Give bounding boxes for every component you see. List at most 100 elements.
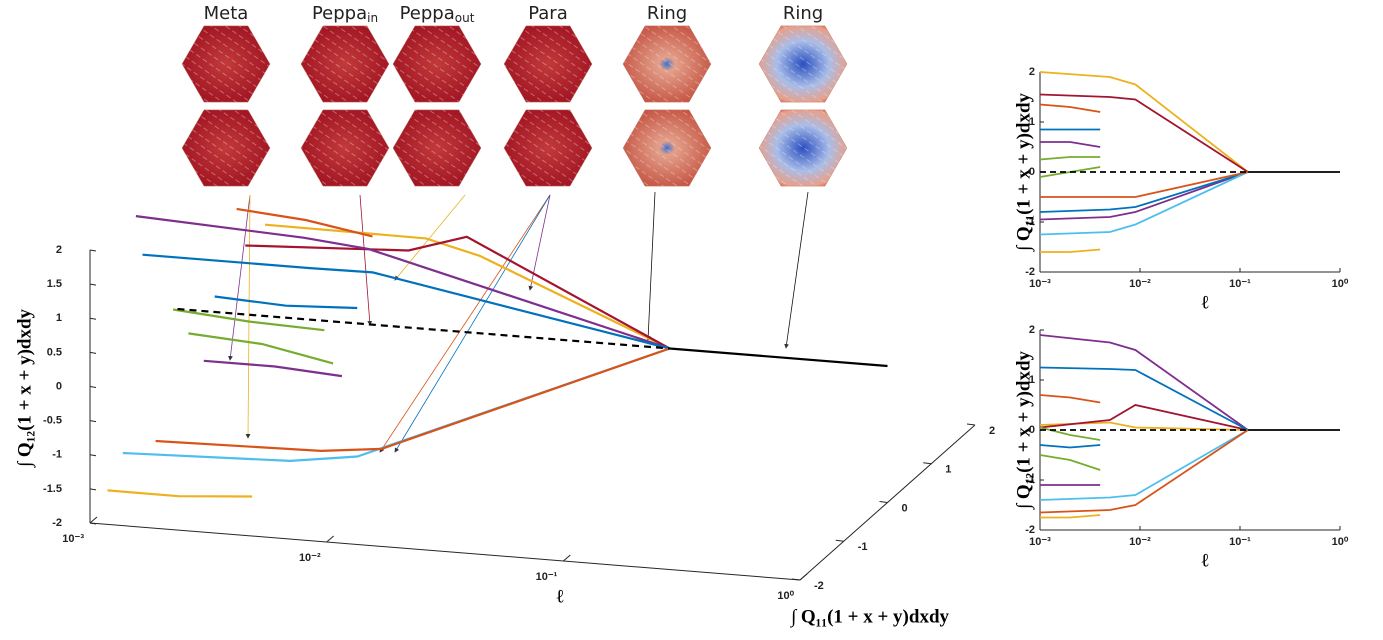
y-tick <box>89 386 97 388</box>
x-tick-label: 10⁻² <box>1129 536 1151 548</box>
thumbnail-field <box>623 25 711 103</box>
series-line <box>188 332 334 365</box>
series-line <box>1039 71 1249 173</box>
series-line <box>264 223 671 350</box>
series-line <box>155 347 670 453</box>
y-tick-label: -0.5 <box>43 415 62 427</box>
x-tick-label: 10⁻¹ <box>1229 536 1251 548</box>
series-line <box>214 295 358 310</box>
y-tick <box>89 351 97 354</box>
z-tick <box>966 423 976 426</box>
thumbnail-field <box>759 25 847 103</box>
series-line <box>1039 334 1249 431</box>
series-line <box>1040 141 1101 148</box>
series-line <box>1039 394 1101 404</box>
series-line <box>245 235 671 350</box>
series-line <box>1039 171 1249 236</box>
thumbnail-field <box>504 25 592 103</box>
y-tick-label: 1 <box>1029 374 1035 386</box>
y-tick-label: 0 <box>1029 424 1035 436</box>
series-line <box>135 215 670 350</box>
thumbnail-name: Peppa <box>400 3 455 24</box>
series-line <box>1040 171 1249 198</box>
thumbnail-name: Para <box>528 3 568 24</box>
x-tick-label: 10⁰ <box>1332 278 1349 290</box>
z-tick <box>879 501 888 503</box>
series-line <box>1039 103 1101 113</box>
thumbnails: Meta Peppain Peppaout Para Ring Ring <box>181 3 848 187</box>
series-line <box>1039 156 1101 161</box>
thumbnail-field <box>759 109 847 187</box>
thumbnail-label: Ring <box>783 3 823 24</box>
y-tick <box>89 420 97 423</box>
thumbnail-label: Para <box>528 3 568 24</box>
thumbnail-label: Peppain <box>312 3 378 25</box>
thumbnail-field <box>623 109 711 187</box>
y-axis-label: ∫ Q₁₂(1 + x + y)dxdy <box>14 308 36 468</box>
thumbnail-field <box>504 109 592 187</box>
y-tick <box>89 283 97 286</box>
y-tick-label: 2 <box>1029 66 1035 78</box>
series-line <box>107 489 253 498</box>
thumbnail-name: Ring <box>647 3 687 24</box>
series-line <box>1039 404 1249 431</box>
x-tick-label: 10⁻³ <box>1029 278 1051 290</box>
y-tick-label: -1 <box>1025 474 1035 486</box>
series-line <box>1039 444 1101 449</box>
y-tick-label: 0 <box>1029 166 1035 178</box>
thumbnail-sub: out <box>455 11 475 25</box>
series-line <box>1039 429 1249 514</box>
z-axis-label: ∫ Q₁₁(1 + x + y)dxdy <box>790 606 950 628</box>
x-tick <box>799 573 808 581</box>
y-tick-label: -2 <box>1025 266 1035 278</box>
thumbnail-field <box>393 25 481 103</box>
y-tick-label: -2 <box>52 517 62 529</box>
thumbnail-field <box>301 25 389 103</box>
x-tick <box>563 554 571 562</box>
z-tick <box>791 578 801 581</box>
series-line <box>669 347 888 368</box>
x-axis-label: ℓ <box>1201 292 1208 313</box>
y-tick <box>89 249 97 252</box>
y-tick-label: -1.5 <box>43 483 62 495</box>
thumbnail-sub: in <box>367 11 378 25</box>
z-tick-label: 0 <box>902 502 908 514</box>
z-tick-label: 1 <box>945 464 951 476</box>
x-axis <box>89 522 801 581</box>
x-tick-label: 10⁻² <box>299 552 321 564</box>
x-tick-label: 10⁻² <box>1129 278 1151 290</box>
thumbnail-field <box>393 109 481 187</box>
series-line <box>172 308 325 332</box>
thumbnail-name: Meta <box>204 3 249 24</box>
series-line <box>1039 429 1249 501</box>
thumbnail-name: Peppa <box>312 3 367 24</box>
series-line <box>1040 514 1101 519</box>
series-line <box>1039 454 1101 471</box>
thumbnail-label: Peppaout <box>400 3 475 25</box>
series-line <box>1039 171 1249 213</box>
y-tick <box>89 454 97 457</box>
x-tick-label: 10⁰ <box>777 590 794 602</box>
y-tick-label: 2 <box>1029 324 1035 336</box>
x-tick-label: 10⁻³ <box>62 533 84 545</box>
series-line <box>236 207 373 238</box>
x-axis-label: ℓ <box>1201 550 1208 571</box>
x-tick-label: 10⁻¹ <box>536 571 558 583</box>
z-tick-label: -2 <box>814 580 824 592</box>
thumbnail-field <box>182 25 270 103</box>
z-tick <box>923 462 932 465</box>
series-line <box>1039 93 1249 173</box>
series-line <box>1039 366 1249 431</box>
y-tick-label: 1.5 <box>47 278 62 290</box>
z-tick <box>835 539 844 542</box>
z-tick-label: -1 <box>858 541 868 553</box>
x-tick-label: 10⁰ <box>1332 536 1349 548</box>
series-line <box>1040 248 1101 253</box>
x-tick-label: 10⁻¹ <box>1229 278 1251 290</box>
thumbnail-name: Ring <box>783 3 823 24</box>
thumbnail-field <box>182 109 270 187</box>
thumbnail-label: Ring <box>647 3 687 24</box>
y-tick <box>89 522 97 525</box>
y-tick-label: 1 <box>56 312 62 324</box>
